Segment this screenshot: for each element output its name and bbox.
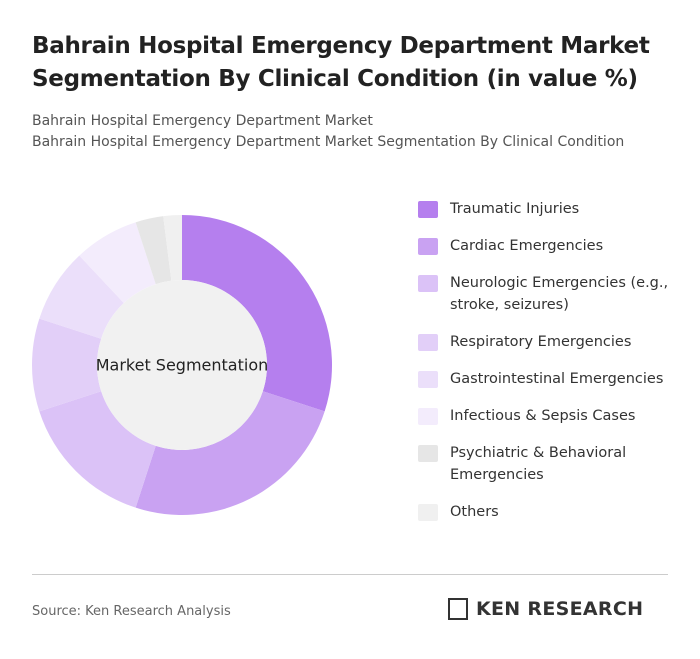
legend-swatch <box>418 371 438 388</box>
legend-label: Psychiatric & Behavioral Emergencies <box>450 445 627 483</box>
donut-segment <box>32 318 102 412</box>
legend-item: Neurologic Emergencies (e.g., stroke, se… <box>418 272 678 316</box>
legend-item: Respiratory Emergencies <box>418 331 678 353</box>
chart-title: Bahrain Hospital Emergency Department Ma… <box>32 33 650 92</box>
donut-segment <box>182 215 332 412</box>
donut-hole <box>97 280 267 450</box>
legend-item: Psychiatric & Behavioral Emergencies <box>418 442 678 486</box>
logo-icon <box>448 598 468 620</box>
donut-segment <box>163 215 182 281</box>
center-label: Market Segmentation <box>96 356 269 375</box>
donut-segment <box>39 391 156 508</box>
legend-label: Gastrointestinal Emergencies <box>450 371 664 387</box>
legend-label: Infectious & Sepsis Cases <box>450 408 636 424</box>
legend-label: Others <box>450 504 499 520</box>
legend-swatch <box>418 504 438 521</box>
legend: Traumatic Injuries Cardiac Emergencies Neu… <box>418 198 678 538</box>
legend-label: Neurologic Emergencies (e.g., stroke, se… <box>450 275 669 313</box>
legend-label: Respiratory Emergencies <box>450 334 632 350</box>
legend-swatch <box>418 275 438 292</box>
legend-swatch <box>418 238 438 255</box>
legend-item: Traumatic Injuries <box>418 198 678 220</box>
donut-segment <box>79 222 156 304</box>
divider <box>32 574 668 575</box>
legend-item: Others <box>418 501 678 523</box>
legend-swatch <box>418 445 438 462</box>
brand-text: KEN RESEARCH <box>476 598 644 620</box>
donut-segment <box>135 216 172 285</box>
legend-swatch <box>418 334 438 351</box>
donut-chart: Market Segmentation <box>32 215 332 515</box>
donut-segment <box>39 255 124 339</box>
legend-swatch <box>418 201 438 218</box>
source: Source: Ken Research Analysis <box>32 604 231 619</box>
legend-item: Gastrointestinal Emergencies <box>418 368 678 390</box>
brand-logo: KEN RESEARCH <box>448 598 643 620</box>
legend-label: Traumatic Injuries <box>450 201 580 217</box>
subtitle: Bahrain Hospital Emergency Department Ma… <box>32 113 373 129</box>
donut-segment <box>135 391 325 515</box>
legend-label: Cardiac Emergencies <box>450 238 604 254</box>
legend-item: Cardiac Emergencies <box>418 235 678 257</box>
legend-swatch <box>418 408 438 425</box>
legend-item: Infectious & Sepsis Cases <box>418 405 678 427</box>
subtitle: Bahrain Hospital Emergency Department Ma… <box>32 134 625 150</box>
